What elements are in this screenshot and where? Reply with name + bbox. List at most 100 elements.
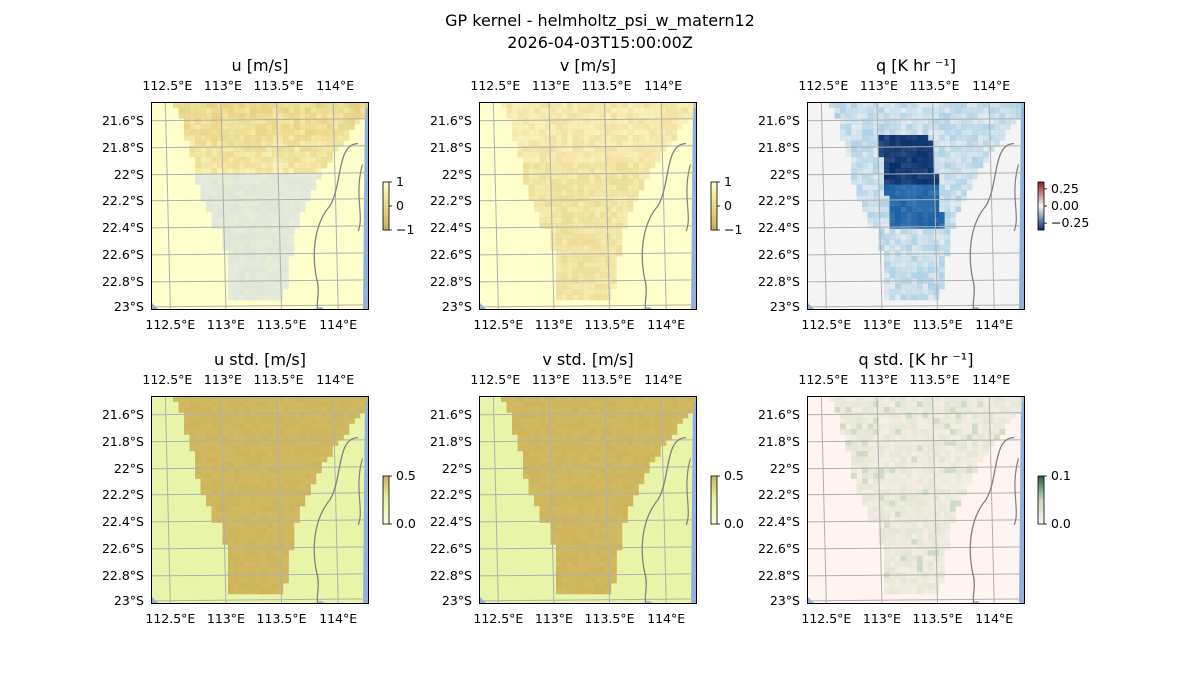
panel-title-u: u [m/s]: [231, 56, 289, 75]
x-tick-bottom: 114°E: [319, 317, 358, 332]
data-cells: [829, 102, 1025, 301]
coastline-inlet: [357, 458, 364, 526]
x-tick-top: 112.5°E: [142, 372, 193, 387]
x-tick-bottom: 114°E: [647, 611, 686, 626]
y-tick: 21.6°S: [101, 112, 144, 128]
x-tick-top: 114°E: [972, 372, 1011, 387]
x-tick-top: 113.5°E: [909, 372, 960, 387]
colorbar-tick: −1: [396, 222, 415, 237]
map-frame: [807, 102, 1025, 310]
colorbar-tick: −0.25: [1051, 215, 1090, 231]
map-q: [807, 102, 1025, 310]
x-tick-bottom: 112.5°E: [473, 611, 524, 626]
y-tick: 23°S: [441, 592, 472, 608]
x-tick-top: 113°E: [203, 78, 242, 93]
graticule: [807, 396, 1025, 604]
y-tick: 21.8°S: [429, 139, 472, 155]
panel-title-q_std: q std. [K hr ⁻¹]: [858, 350, 974, 369]
y-tick: 22.4°S: [101, 219, 144, 235]
y-tick: 22°S: [769, 460, 800, 476]
y-tick: 21.6°S: [101, 406, 144, 422]
y-tick: 22.8°S: [101, 273, 144, 289]
y-tick: 22.6°S: [101, 246, 144, 262]
data-cells: [501, 102, 697, 301]
x-tick-top: 114°E: [316, 372, 355, 387]
coastline: [969, 142, 1015, 310]
x-tick-top: 113.5°E: [581, 372, 632, 387]
coastline-inlet: [357, 164, 364, 232]
x-tick-top: 114°E: [644, 372, 683, 387]
x-tick-bottom: 114°E: [975, 611, 1014, 626]
y-tick: 21.6°S: [429, 112, 472, 128]
coastline: [313, 436, 359, 604]
y-tick: 22.2°S: [101, 486, 144, 502]
coastline: [313, 142, 359, 310]
y-tick: 22.2°S: [757, 192, 800, 208]
colorbar-v_std: [710, 475, 720, 525]
y-tick: 22°S: [441, 166, 472, 182]
x-tick-bottom: 113.5°E: [256, 611, 307, 626]
x-tick-top: 112.5°E: [798, 78, 849, 93]
map-frame: [479, 396, 697, 604]
x-tick-bottom: 112.5°E: [473, 317, 524, 332]
x-tick-bottom: 114°E: [975, 317, 1014, 332]
colorbar-tick: 0: [724, 198, 732, 213]
x-tick-top: 114°E: [644, 78, 683, 93]
x-tick-top: 113.5°E: [253, 372, 304, 387]
panel-title-v: v [m/s]: [559, 56, 617, 75]
colorbar-q: [1037, 181, 1047, 231]
x-tick-top: 114°E: [316, 78, 355, 93]
y-tick: 22.6°S: [757, 246, 800, 262]
data-cells: [829, 396, 1025, 595]
x-tick-top: 112.5°E: [142, 78, 193, 93]
x-tick-top: 113°E: [531, 372, 570, 387]
y-tick: 22°S: [441, 460, 472, 476]
panel-title-q: q [K hr ⁻¹]: [876, 56, 956, 75]
x-tick-bottom: 113°E: [206, 317, 245, 332]
panel-title-u_std: u std. [m/s]: [214, 350, 306, 369]
x-tick-top: 113°E: [859, 372, 898, 387]
colorbar-tick: 0: [396, 198, 404, 213]
colorbar-v: [710, 181, 720, 231]
x-tick-bottom: 113.5°E: [584, 611, 635, 626]
y-tick: 21.8°S: [757, 433, 800, 449]
colorbar-tick: 0.00: [1051, 198, 1079, 213]
graticule: [151, 102, 369, 310]
figure-title: GP kernel - helmholtz_psi_w_matern12: [445, 11, 755, 30]
y-tick: 22.6°S: [429, 540, 472, 556]
colorbar-tick: 1: [724, 174, 732, 189]
y-tick: 22.8°S: [429, 273, 472, 289]
x-tick-bottom: 113.5°E: [912, 317, 963, 332]
x-tick-top: 113.5°E: [253, 78, 304, 93]
y-tick: 21.6°S: [429, 406, 472, 422]
x-tick-bottom: 112.5°E: [145, 317, 196, 332]
y-tick: 23°S: [441, 298, 472, 314]
y-tick: 22.8°S: [429, 567, 472, 583]
y-tick: 21.6°S: [757, 112, 800, 128]
y-tick: 22.4°S: [101, 513, 144, 529]
y-tick: 21.6°S: [757, 406, 800, 422]
y-tick: 23°S: [113, 592, 144, 608]
x-tick-bottom: 113°E: [862, 317, 901, 332]
x-tick-bottom: 113°E: [534, 317, 573, 332]
graticule: [807, 102, 1025, 310]
map-q_std: [807, 396, 1025, 604]
colorbar-tick: 0.1: [1051, 468, 1071, 483]
x-tick-bottom: 113.5°E: [256, 317, 307, 332]
y-tick: 22.6°S: [757, 540, 800, 556]
colorbar-q_std: [1037, 475, 1047, 525]
x-tick-bottom: 114°E: [319, 611, 358, 626]
x-tick-top: 113.5°E: [909, 78, 960, 93]
y-tick: 21.8°S: [757, 139, 800, 155]
y-tick: 21.8°S: [101, 433, 144, 449]
x-tick-bottom: 114°E: [647, 317, 686, 332]
y-tick: 23°S: [769, 298, 800, 314]
coastline-inlet: [1013, 458, 1020, 526]
map-v_std: [479, 396, 697, 604]
coastline-inlet: [685, 458, 692, 526]
coastline: [969, 436, 1015, 604]
map-v: [479, 102, 697, 310]
y-tick: 22.4°S: [757, 219, 800, 235]
x-tick-top: 113°E: [203, 372, 242, 387]
colorbar-tick: 1: [396, 174, 404, 189]
